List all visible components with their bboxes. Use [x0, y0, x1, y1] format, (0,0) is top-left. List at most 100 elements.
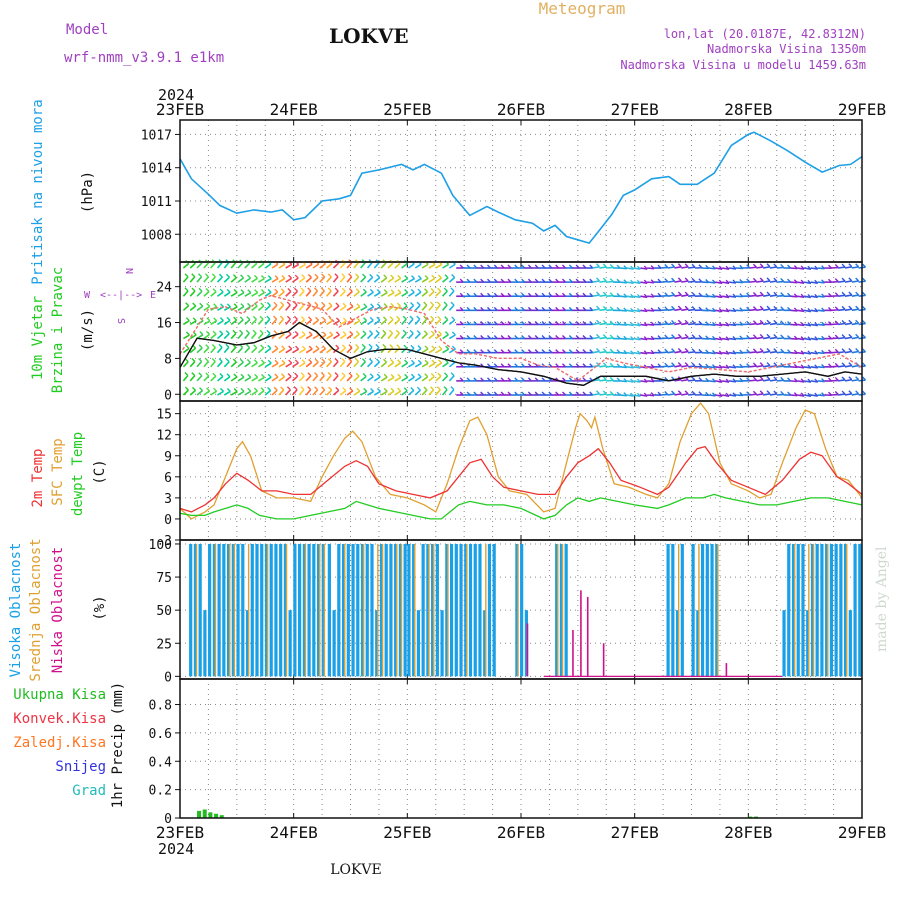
wind-barb	[851, 322, 859, 326]
wind-barb-flag	[596, 362, 601, 367]
wind-barb-flag	[773, 362, 778, 367]
wind-barb-flag	[780, 320, 785, 325]
wind-barb-flag	[691, 320, 696, 325]
wind-barb	[688, 308, 696, 312]
cloud-high-bar	[825, 543, 829, 677]
wind-barb	[674, 280, 682, 283]
wind-barb	[619, 337, 627, 341]
cloud-high-bar	[250, 543, 254, 677]
wind-barb	[769, 336, 777, 340]
wind-barb	[189, 276, 196, 283]
cloud-high-bar	[416, 610, 421, 677]
wind-barb-flag	[239, 358, 244, 363]
wind-barb	[435, 389, 441, 396]
cloud-high-bar	[459, 543, 463, 677]
wind-barb-flag	[623, 378, 628, 383]
wind-barb-flag	[212, 330, 217, 335]
wind-barb-flag	[334, 358, 339, 363]
wind-barb	[401, 263, 408, 269]
wind-barb-flag	[691, 362, 696, 367]
wind-barb-flag	[773, 348, 778, 353]
wind-barb	[394, 376, 402, 382]
wind-barb-flag	[793, 392, 798, 397]
wind-barb-flag	[198, 273, 203, 278]
wind-barb	[414, 263, 422, 269]
wind-barb	[305, 361, 313, 368]
cloud-mid-bar	[846, 543, 848, 677]
wind-barb-flag	[314, 273, 319, 278]
wind-barb	[647, 295, 655, 298]
cloud-high-bar	[449, 543, 454, 677]
wind-barb-flag	[396, 302, 401, 307]
wind-barb-flag	[328, 386, 333, 391]
ytick-label: 0	[164, 513, 172, 528]
wind-barb-flag	[657, 264, 662, 269]
wind-barb-flag	[486, 264, 491, 269]
wind-barb	[442, 319, 449, 326]
wind-barb	[387, 332, 394, 340]
wind-barb	[688, 379, 696, 382]
pressure-name: Pritisak na nivou mora	[30, 99, 46, 284]
wind-barb-flag	[541, 278, 546, 283]
wind-barb-flag	[342, 302, 347, 307]
wind-barb	[844, 280, 852, 283]
wind-barb-flag	[609, 278, 614, 283]
wind-barb	[435, 263, 443, 269]
wind-barb	[790, 365, 798, 369]
wind-barb-flag	[807, 265, 812, 270]
wind-barb-flag	[404, 359, 409, 364]
wind-barb	[674, 378, 682, 382]
wind-barb	[428, 318, 435, 325]
wind-barb-flag	[562, 363, 567, 368]
wind-barb-flag	[698, 363, 703, 368]
wind-barb-flag	[677, 390, 682, 395]
wind-barb-flag	[691, 348, 696, 353]
cloud-high-bar	[375, 610, 379, 677]
wind-barb-flag	[417, 373, 422, 378]
wind-barb	[264, 318, 271, 325]
wind-barb-flag	[397, 359, 402, 364]
wind-barb-flag	[240, 387, 245, 392]
wind-barb	[817, 281, 825, 284]
wind-barb-flag	[527, 278, 532, 283]
wind-barb-flag	[841, 334, 846, 339]
wind-barb-flag	[596, 347, 601, 352]
wind-barb	[312, 375, 319, 382]
wind-barb	[428, 348, 436, 354]
wind-barb-flag	[602, 334, 607, 339]
wind-barb	[237, 291, 245, 297]
wind-barb	[667, 350, 675, 354]
wind-barb-flag	[424, 274, 429, 279]
wind-barb-flag	[725, 392, 730, 397]
wind-barb-flag	[814, 293, 819, 298]
wind-barb-flag	[321, 358, 326, 363]
wind-barb-flag	[218, 343, 223, 348]
wind-barb	[210, 306, 218, 312]
wind-barb-flag	[636, 378, 641, 383]
wind-barb	[305, 334, 313, 340]
wind-barb-flag	[362, 288, 367, 293]
wind-barb	[394, 291, 402, 297]
wind-barb-flag	[354, 357, 359, 362]
wind-barb-flag	[335, 344, 340, 349]
wind-barb-flag	[451, 273, 456, 278]
wind-barb	[401, 390, 408, 396]
wind-barb-flag	[650, 335, 655, 340]
wind-barb	[210, 291, 217, 297]
wind-barb	[182, 347, 190, 354]
ytick-label: 50	[156, 604, 172, 619]
day-label-bottom: 24FEB	[270, 823, 318, 842]
wind-barb-flag	[636, 322, 641, 327]
wind-barb-flag	[834, 391, 839, 396]
precip-legend-item: Ukupna Kisa	[13, 687, 106, 703]
wind-barb	[790, 380, 798, 383]
wind-barb-flag	[684, 348, 689, 353]
wind-barb	[353, 262, 360, 269]
wind-barb-flag	[260, 359, 265, 364]
wind-barb-flag	[396, 344, 401, 349]
wind-barb-flag	[698, 348, 703, 353]
wind-barb	[728, 323, 737, 327]
wind-barb	[278, 304, 285, 311]
wind-barb-flag	[787, 349, 792, 354]
